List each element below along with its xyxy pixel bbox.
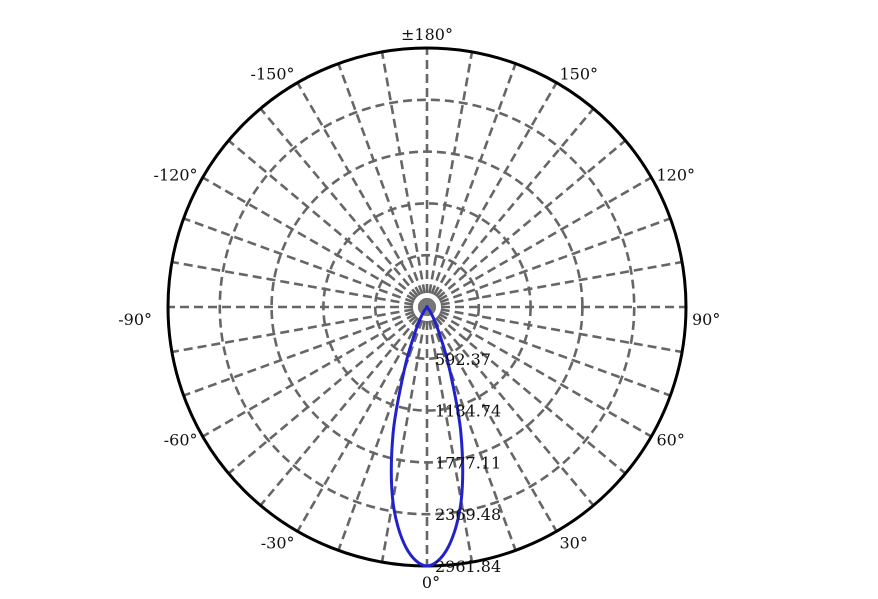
grid-spoke <box>171 305 428 354</box>
grid-spoke <box>426 306 595 507</box>
ring-label: 592.37 <box>435 350 491 369</box>
grid-spoke <box>426 217 671 309</box>
grid-spoke <box>425 63 517 308</box>
ring-label: 1777.11 <box>435 453 501 472</box>
grid-spoke <box>426 306 627 475</box>
angle-labels: 0° 30° 60° 90° 120° 150° ±180° -150° -120° -90° -6… <box>118 25 720 592</box>
ring-labels: 592.37 1184.74 1777.11 2369.48 2961.84 <box>435 350 501 576</box>
grid-spoke <box>202 305 428 438</box>
series-line <box>389 305 465 568</box>
angle-label: 90° <box>692 310 720 329</box>
angle-label: 30° <box>560 534 588 553</box>
grid-spoke <box>426 260 683 309</box>
grid-spoke <box>171 260 428 309</box>
grid-ring <box>218 98 636 516</box>
grid-spoke <box>183 217 428 309</box>
grid-spoke <box>425 306 517 551</box>
grid-spoke <box>426 176 652 309</box>
grid-spoke <box>296 82 429 308</box>
angle-label: 120° <box>657 166 696 185</box>
grid-spoke <box>425 51 474 308</box>
grid-spoke <box>337 306 429 551</box>
grid-spoke <box>380 306 429 563</box>
angle-label: -60° <box>164 431 198 450</box>
grid-spoke <box>296 306 429 532</box>
grid-spokes <box>168 48 686 566</box>
grid-spoke <box>425 306 558 532</box>
grid-spoke <box>183 305 428 397</box>
grid-spoke <box>337 63 429 308</box>
angle-label: 150° <box>560 65 599 84</box>
ring-label: 2961.84 <box>435 557 501 576</box>
angle-label: -120° <box>154 166 198 185</box>
grid-spoke <box>380 51 429 308</box>
ring-label: 1184.74 <box>435 402 501 421</box>
angle-label: 60° <box>657 431 685 450</box>
grid-spoke <box>426 305 683 354</box>
grid-spoke <box>425 306 474 563</box>
angle-label: 0° <box>422 573 440 592</box>
angle-label: -150° <box>251 65 295 84</box>
grid-spoke <box>426 107 595 308</box>
grid-spoke <box>259 107 428 308</box>
grid-spoke <box>202 176 428 309</box>
angle-label: -90° <box>118 310 152 329</box>
grid-spoke <box>227 139 428 308</box>
grid-spoke <box>426 305 671 397</box>
grid-spoke <box>426 139 627 308</box>
grid-ring <box>373 253 481 361</box>
grid-spoke <box>259 306 428 507</box>
angle-label: -30° <box>261 534 295 553</box>
grid-spoke <box>227 306 428 475</box>
angle-label: ±180° <box>401 25 453 44</box>
ring-label: 2369.48 <box>435 505 501 524</box>
series-layer <box>389 305 465 568</box>
grid-spoke <box>425 82 558 308</box>
grid-spoke <box>426 305 652 438</box>
